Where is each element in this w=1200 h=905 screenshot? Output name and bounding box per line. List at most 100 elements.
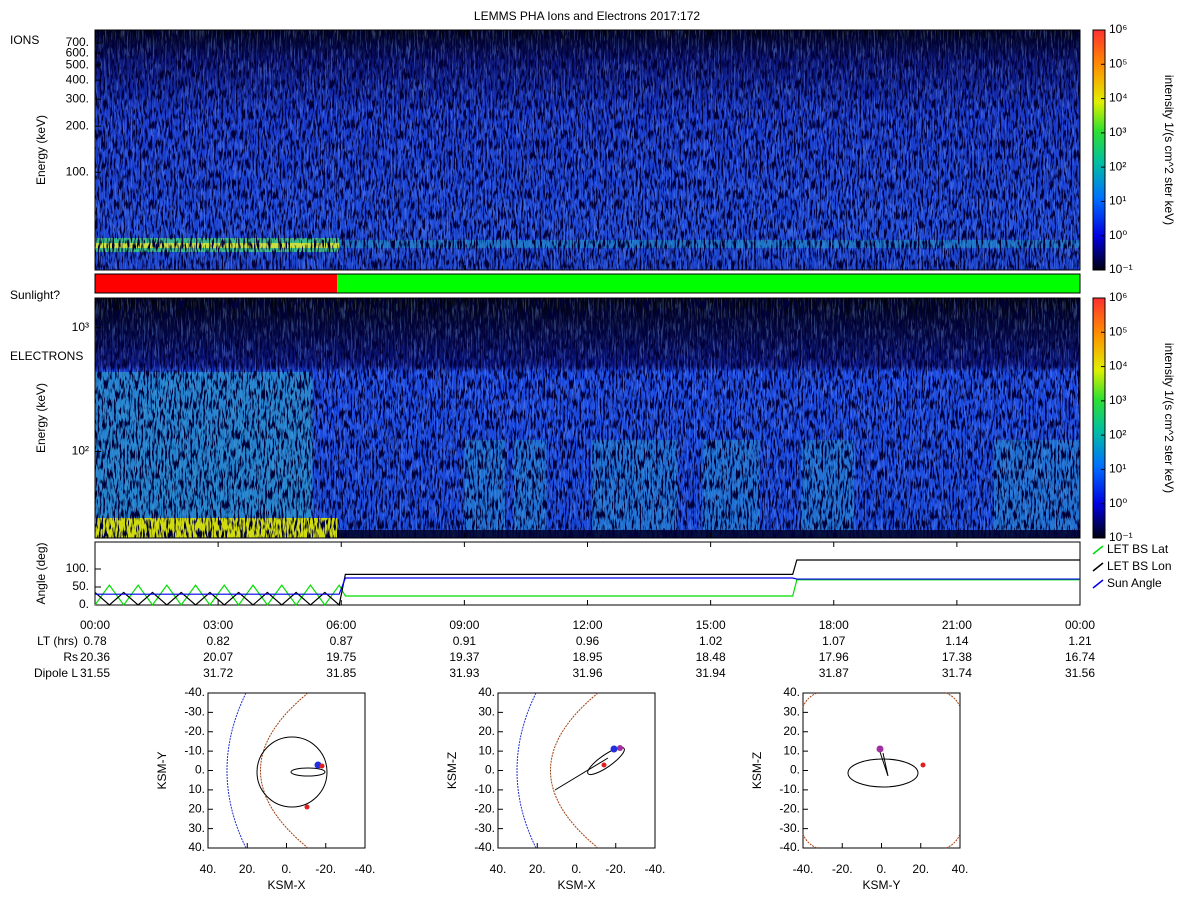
colorbar-tick-label: 10¹ [1109, 194, 1126, 208]
y-tick-label: 30. [478, 705, 495, 719]
state-segment [337, 274, 1080, 293]
position-marker [319, 763, 325, 769]
y-tick-label: -20. [779, 801, 800, 815]
y-tick-label: -40. [184, 685, 205, 699]
orbit-circle [256, 736, 328, 808]
row-value: 31.93 [449, 666, 479, 680]
colorbar-tick-label: 10² [1109, 159, 1126, 173]
row-value: 0.78 [83, 634, 107, 648]
frame [497, 692, 656, 849]
y-tick-label: 20. [478, 724, 495, 738]
position-marker [610, 745, 618, 753]
colorbar-tick-label: 10⁴ [1109, 359, 1128, 373]
x-tick-label: 18:00 [819, 618, 849, 632]
y-tick-label: 0. [485, 763, 495, 777]
x-tick-label: -20. [832, 862, 853, 876]
row-value: 17.38 [942, 650, 972, 664]
x-tick-label: 20. [912, 862, 929, 876]
row-value: 31.96 [572, 666, 602, 680]
row-label: LT (hrs) [37, 634, 78, 648]
legend-swatch [1092, 562, 1104, 572]
legend-label: LET BS Lat [1107, 542, 1169, 556]
y-tick-label: 20. [783, 724, 800, 738]
colorbar-label: intensity 1/(s cm^2 ster keV) [1162, 343, 1176, 493]
frame [94, 273, 1081, 294]
colorbar-tick-label: 10⁵ [1109, 56, 1127, 70]
position-marker [601, 762, 607, 768]
y-tick-label: 600. [66, 45, 89, 59]
y-tick-label: -30. [184, 705, 205, 719]
y-tick-label: -40. [474, 840, 495, 854]
trajectory [878, 748, 889, 777]
x-axis-label: KSM-X [267, 878, 305, 892]
x-tick-label: 20. [529, 862, 546, 876]
colorbar-tick-label: 10⁶ [1109, 22, 1127, 36]
row-value: 0.96 [576, 634, 600, 648]
position-marker [617, 745, 623, 751]
row-value: 31.72 [203, 666, 233, 680]
y-tick-label: 40. [783, 685, 800, 699]
x-tick-label: 0. [876, 862, 886, 876]
x-tick-label: 40. [490, 862, 507, 876]
row-value: 18.95 [572, 650, 602, 664]
row-value: 18.48 [696, 650, 726, 664]
magnetopause [516, 692, 537, 849]
panel-label: IONS [10, 33, 39, 47]
colorbar-tick-label: 10¹ [1109, 462, 1126, 476]
y-axis-label: Energy (keV) [34, 383, 48, 453]
x-tick-label: -40. [645, 862, 666, 876]
y-tick-label: 700. [66, 35, 89, 49]
y-tick-label: 300. [66, 91, 89, 105]
row-value: 19.75 [326, 650, 356, 664]
y-tick-label: 10. [478, 743, 495, 757]
row-value: 20.07 [203, 650, 233, 664]
magnetopause [226, 692, 247, 849]
y-axis-label: KSM-Z [750, 752, 764, 789]
x-tick-label: 12:00 [572, 618, 602, 632]
position-marker [920, 762, 926, 768]
x-tick-label: 21:00 [942, 618, 972, 632]
x-tick-label: 03:00 [203, 618, 233, 632]
y-tick-label: 10³ [72, 320, 89, 334]
y-axis-label: Angle (deg) [34, 542, 48, 604]
y-tick-label: 40. [188, 840, 205, 854]
x-axis-label: KSM-X [557, 878, 595, 892]
x-tick-label: -20. [605, 862, 626, 876]
x-tick-label: 20. [239, 862, 256, 876]
position-marker [304, 804, 310, 810]
row-value: 31.74 [942, 666, 972, 680]
spectrogram-noise [95, 30, 1080, 270]
row-value: 31.87 [819, 666, 849, 680]
x-tick-label: 09:00 [449, 618, 479, 632]
x-tick-label: -40. [355, 862, 376, 876]
colorbar-tick-label: 10² [1109, 427, 1126, 441]
y-tick-label: 100. [66, 561, 89, 575]
bow-shock [802, 692, 818, 708]
row-value: 1.21 [1068, 634, 1092, 648]
y-tick-label: 10² [72, 444, 89, 458]
y-axis-label: KSM-Y [155, 751, 169, 789]
y-tick-label: -10. [184, 743, 205, 757]
y-tick-label: 0. [790, 763, 800, 777]
row-value: 19.37 [449, 650, 479, 664]
colorbar-label: intensity 1/(s cm^2 ster keV) [1162, 75, 1176, 225]
y-tick-label: 500. [66, 57, 89, 71]
row-value: 31.94 [696, 666, 726, 680]
colorbar-tick-label: 10⁰ [1109, 496, 1127, 510]
x-axis-label: KSM-Y [862, 878, 900, 892]
x-tick-label: 00:00 [80, 618, 110, 632]
series-line [94, 559, 1080, 607]
x-tick-label: 40. [200, 862, 217, 876]
y-tick-label: 100. [66, 164, 89, 178]
bow-shock [945, 833, 961, 849]
trajectory [587, 746, 625, 776]
x-tick-label: -40. [793, 862, 814, 876]
colorbar-tick-label: 10⁰ [1109, 228, 1127, 242]
x-tick-label: 06:00 [326, 618, 356, 632]
row-value: 20.36 [80, 650, 110, 664]
y-tick-label: 10. [783, 743, 800, 757]
row-value: 1.02 [699, 634, 723, 648]
y-tick-label: 30. [188, 821, 205, 835]
x-tick-label: 00:00 [1065, 618, 1095, 632]
